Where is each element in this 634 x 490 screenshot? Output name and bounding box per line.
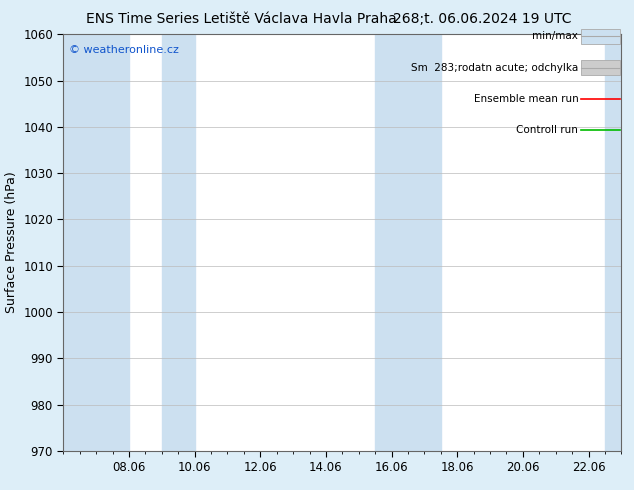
Bar <box>581 60 620 75</box>
Text: min/max: min/max <box>533 31 578 41</box>
Bar <box>162 34 195 451</box>
Text: Controll run: Controll run <box>517 125 578 135</box>
Text: ENS Time Series Letiště Václava Havla Praha: ENS Time Series Letiště Václava Havla Pr… <box>86 12 396 26</box>
Bar <box>581 29 620 44</box>
Bar <box>63 34 129 451</box>
Text: 268;t. 06.06.2024 19 UTC: 268;t. 06.06.2024 19 UTC <box>392 12 571 26</box>
Y-axis label: Surface Pressure (hPa): Surface Pressure (hPa) <box>4 172 18 314</box>
Text: Sm  283;rodatn acute; odchylka: Sm 283;rodatn acute; odchylka <box>411 63 578 73</box>
Text: Ensemble mean run: Ensemble mean run <box>474 94 578 104</box>
Bar <box>375 34 441 451</box>
Bar <box>605 34 621 451</box>
Text: © weatheronline.cz: © weatheronline.cz <box>69 45 179 55</box>
